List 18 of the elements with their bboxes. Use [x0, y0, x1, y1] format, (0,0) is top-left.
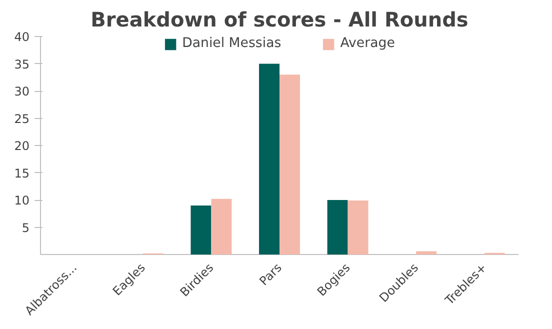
y-tick-label: 40	[14, 30, 30, 44]
y-tick-label: 15	[14, 166, 30, 180]
bar	[259, 64, 280, 254]
bar	[348, 200, 368, 254]
y-tick-label: 10	[14, 194, 30, 208]
y-tick-label: 30	[14, 84, 30, 98]
y-tick-label: 25	[14, 112, 30, 126]
bar	[280, 74, 300, 254]
legend-label: Average	[340, 36, 395, 51]
chart-title: Breakdown of scores - All Rounds	[90, 8, 468, 32]
y-tick-label: 20	[14, 139, 30, 153]
y-tick-label: 5	[22, 220, 30, 235]
y-tick-label: 35	[14, 57, 30, 72]
bar	[327, 200, 348, 254]
bar	[416, 251, 437, 254]
bar	[211, 198, 232, 254]
legend-label: Daniel Messias	[182, 36, 282, 51]
bar	[190, 205, 212, 254]
